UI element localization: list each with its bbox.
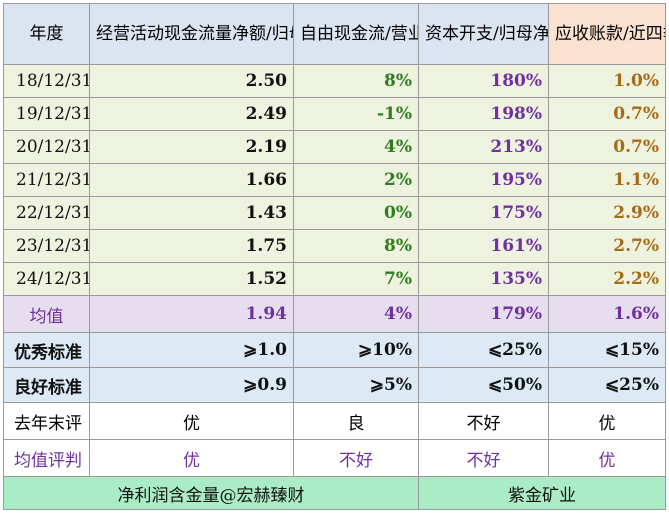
receivables-ratio-cell: 2.7% (548, 229, 666, 263)
good-ocf-threshold: ⩾0.9 (89, 367, 294, 403)
fcf-ratio-cell: 8% (293, 64, 419, 98)
ocf-ratio-cell: 1.75 (89, 229, 294, 263)
year-cell: 20/12/31 (3, 130, 90, 164)
excellent-standard-label: 优秀标准 (3, 332, 90, 368)
footer-company: 紫金矿业 (418, 476, 666, 510)
fcf-ratio-cell: 8% (293, 229, 419, 263)
good-capex-threshold: ⩽50% (418, 367, 549, 403)
table-row: 22/12/31 1.43 0% 175% 2.9% (3, 196, 666, 230)
good-standard-row: 良好标准 ⩾0.9 ⩾5% ⩽50% ⩽25% (3, 367, 666, 403)
receivables-ratio-cell: 1.1% (548, 163, 666, 197)
average-receivables-judgement: 优 (548, 439, 666, 477)
ocf-ratio-cell: 2.19 (89, 130, 294, 164)
last-year-ocf-rating: 优 (89, 402, 294, 440)
year-cell: 22/12/31 (3, 196, 90, 230)
capex-ratio-cell: 161% (418, 229, 549, 263)
last-year-receivables-rating: 优 (548, 402, 666, 440)
last-year-fcf-rating: 良 (293, 402, 419, 440)
average-capex-judgement: 不好 (418, 439, 549, 477)
header-fcf-to-revenue: 自由现金流/营业收入② (293, 3, 419, 65)
fcf-ratio-cell: 2% (293, 163, 419, 197)
table-row: 24/12/31 1.52 7% 135% 2.2% (3, 262, 666, 296)
good-receivables-threshold: ⩽25% (548, 367, 666, 403)
header-year: 年度 (3, 3, 90, 65)
ocf-ratio-cell: 1.43 (89, 196, 294, 230)
average-fcf-ratio: 4% (293, 295, 419, 333)
year-cell: 19/12/31 (3, 97, 90, 131)
header-ocf-to-net-profit: 经营活动现金流量净额/归母净利润① (89, 3, 294, 65)
year-cell: 23/12/31 (3, 229, 90, 263)
ocf-ratio-cell: 2.50 (89, 64, 294, 98)
capex-ratio-cell: 195% (418, 163, 549, 197)
cash-quality-table: 年度 经营活动现金流量净额/归母净利润① 自由现金流/营业收入② 资本开支/归母… (3, 3, 666, 510)
capex-ratio-cell: 175% (418, 196, 549, 230)
average-receivables-ratio: 1.6% (548, 295, 666, 333)
table-row: 21/12/31 1.66 2% 195% 1.1% (3, 163, 666, 197)
last-year-rating-row: 去年末评 优 良 不好 优 (3, 402, 666, 440)
year-cell: 24/12/31 (3, 262, 90, 296)
capex-ratio-cell: 135% (418, 262, 549, 296)
table-row: 19/12/31 2.49 -1% 198% 0.7% (3, 97, 666, 131)
good-standard-label: 良好标准 (3, 367, 90, 403)
fcf-ratio-cell: 0% (293, 196, 419, 230)
year-cell: 18/12/31 (3, 64, 90, 98)
ocf-ratio-cell: 1.52 (89, 262, 294, 296)
header-capex-to-net-profit: 资本开支/归母净利润③ (418, 3, 549, 65)
capex-ratio-cell: 213% (418, 130, 549, 164)
excellent-fcf-threshold: ⩾10% (293, 332, 419, 368)
average-ocf-ratio: 1.94 (89, 295, 294, 333)
average-label: 均值 (3, 295, 90, 333)
good-fcf-threshold: ⩾5% (293, 367, 419, 403)
excellent-standard-row: 优秀标准 ⩾1.0 ⩾10% ⩽25% ⩽15% (3, 332, 666, 368)
excellent-ocf-threshold: ⩾1.0 (89, 332, 294, 368)
footer-row: 净利润含金量@宏赫臻财 紫金矿业 (3, 476, 666, 510)
ocf-ratio-cell: 1.66 (89, 163, 294, 197)
fcf-ratio-cell: 4% (293, 130, 419, 164)
receivables-ratio-cell: 0.7% (548, 130, 666, 164)
last-year-capex-rating: 不好 (418, 402, 549, 440)
average-judgement-row: 均值评判 优 不好 不好 优 (3, 439, 666, 477)
excellent-capex-threshold: ⩽25% (418, 332, 549, 368)
header-row: 年度 经营活动现金流量净额/归母净利润① 自由现金流/营业收入② 资本开支/归母… (3, 3, 666, 65)
last-year-rating-label: 去年末评 (3, 402, 90, 440)
capex-ratio-cell: 180% (418, 64, 549, 98)
receivables-ratio-cell: 2.2% (548, 262, 666, 296)
fcf-ratio-cell: -1% (293, 97, 419, 131)
footer-source: 净利润含金量@宏赫臻财 (3, 476, 419, 510)
ocf-ratio-cell: 2.49 (89, 97, 294, 131)
average-fcf-judgement: 不好 (293, 439, 419, 477)
table-row: 18/12/31 2.50 8% 180% 1.0% (3, 64, 666, 98)
fcf-ratio-cell: 7% (293, 262, 419, 296)
receivables-ratio-cell: 2.9% (548, 196, 666, 230)
average-capex-ratio: 179% (418, 295, 549, 333)
header-receivables-to-revenue: 应收账款/近四季营收 (548, 3, 666, 65)
table-row: 23/12/31 1.75 8% 161% 2.7% (3, 229, 666, 263)
table-row: 20/12/31 2.19 4% 213% 0.7% (3, 130, 666, 164)
average-row: 均值 1.94 4% 179% 1.6% (3, 295, 666, 333)
receivables-ratio-cell: 1.0% (548, 64, 666, 98)
capex-ratio-cell: 198% (418, 97, 549, 131)
excellent-receivables-threshold: ⩽15% (548, 332, 666, 368)
receivables-ratio-cell: 0.7% (548, 97, 666, 131)
average-judgement-label: 均值评判 (3, 439, 90, 477)
year-cell: 21/12/31 (3, 163, 90, 197)
average-ocf-judgement: 优 (89, 439, 294, 477)
